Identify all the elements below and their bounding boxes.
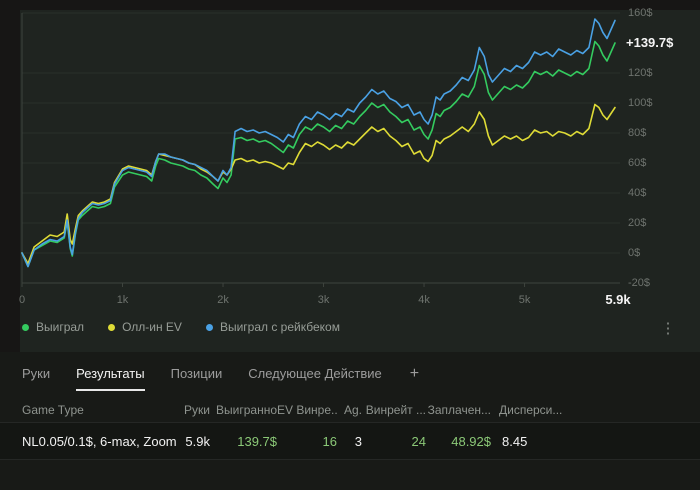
- y-axis-label: 40$: [628, 187, 647, 199]
- results-graph-panel: 160$ 120$ 100$ 80$ 60$ 40$ 20$ 0$ -20$ +139.7$ 0…: [18, 7, 700, 352]
- more-vertical-icon[interactable]: ⋮: [660, 320, 676, 337]
- cell-ev-winrate: 16: [322, 433, 337, 449]
- legend-dot-icon: [22, 323, 29, 331]
- stats-panel: Руки Результаты Позиции Следующее Действ…: [0, 352, 700, 490]
- column-header-won[interactable]: Выигранно: [216, 402, 277, 417]
- x-axis-label: 0: [18, 294, 26, 306]
- cell-rake-paid: 48.92$: [451, 433, 491, 449]
- table-header: Game Type Руки Выигранно EV Винре... Ag.…: [0, 397, 700, 423]
- legend-item[interactable]: Выиграл: [22, 320, 84, 334]
- legend-label: Выиграл: [36, 320, 85, 334]
- x-axis-label: 2k: [217, 294, 229, 306]
- tab-results[interactable]: Результаты: [76, 366, 145, 391]
- cell-variance: 8.45: [502, 433, 528, 449]
- cell-winrate: 24: [411, 433, 426, 449]
- column-header-variance[interactable]: Дисперси...: [499, 402, 563, 417]
- tab-next-action[interactable]: Следующее Действие: [248, 366, 382, 381]
- legend-item[interactable]: Олл-ин EV: [108, 320, 182, 334]
- y-axis-label: 80$: [628, 127, 647, 139]
- y-axis-label: 60$: [628, 157, 647, 169]
- y-axis-label: 160$: [628, 7, 653, 19]
- column-header-game-type[interactable]: Game Type: [22, 402, 84, 417]
- legend-label: Выиграл с рейкбеком: [219, 320, 340, 334]
- x-axis-label: 5k: [518, 294, 531, 306]
- current-value-label: +139.7$: [626, 35, 674, 51]
- y-axis-label: -20$: [628, 277, 651, 289]
- tab-positions[interactable]: Позиции: [170, 366, 223, 381]
- y-axis-label: 120$: [628, 67, 653, 79]
- legend-dot-icon: [205, 323, 213, 331]
- x-axis-label: 3k: [317, 294, 330, 306]
- column-header-rake-paid[interactable]: Заплачен...: [427, 402, 491, 417]
- series-line: [21, 103, 616, 265]
- cell-won: 139.7$: [237, 433, 277, 449]
- legend-label: Олл-ин EV: [122, 320, 182, 334]
- add-tab-icon[interactable]: +: [409, 365, 420, 382]
- tab-bar: Руки Результаты Позиции Следующее Действ…: [0, 352, 700, 391]
- x-axis-label: 1k: [116, 294, 129, 306]
- y-axis-label: 100$: [628, 97, 653, 109]
- tab-hands[interactable]: Руки: [22, 366, 51, 381]
- series-line: [21, 18, 616, 268]
- cell-hands: 5.9k: [185, 433, 210, 449]
- x-axis-label: 4k: [418, 294, 430, 306]
- cell-ag: 3: [354, 433, 362, 449]
- table-row[interactable]: NL0.05/0.1$, 6-max, Zoom 5.9k 139.7$ 16 …: [0, 423, 700, 460]
- column-header-ag[interactable]: Ag.: [343, 402, 362, 417]
- y-axis-label: 0$: [628, 247, 641, 259]
- y-axis-label: 20$: [628, 217, 647, 229]
- column-header-hands[interactable]: Руки: [184, 402, 210, 417]
- chart-plot: [21, 12, 620, 287]
- cell-game-type: NL0.05/0.1$, 6-max, Zoom: [22, 433, 177, 449]
- column-header-ev-winrate[interactable]: EV Винре...: [277, 402, 337, 417]
- chart-legend: Выиграл Олл-ин EV Выиграл с рейкбеком: [22, 320, 340, 334]
- column-header-winrate[interactable]: Винрейт ...: [365, 402, 426, 417]
- series-line: [21, 40, 616, 268]
- x-end-label: 5.9k: [605, 292, 631, 307]
- legend-item[interactable]: Выиграл с рейкбеком: [205, 320, 340, 334]
- legend-dot-icon: [108, 323, 116, 331]
